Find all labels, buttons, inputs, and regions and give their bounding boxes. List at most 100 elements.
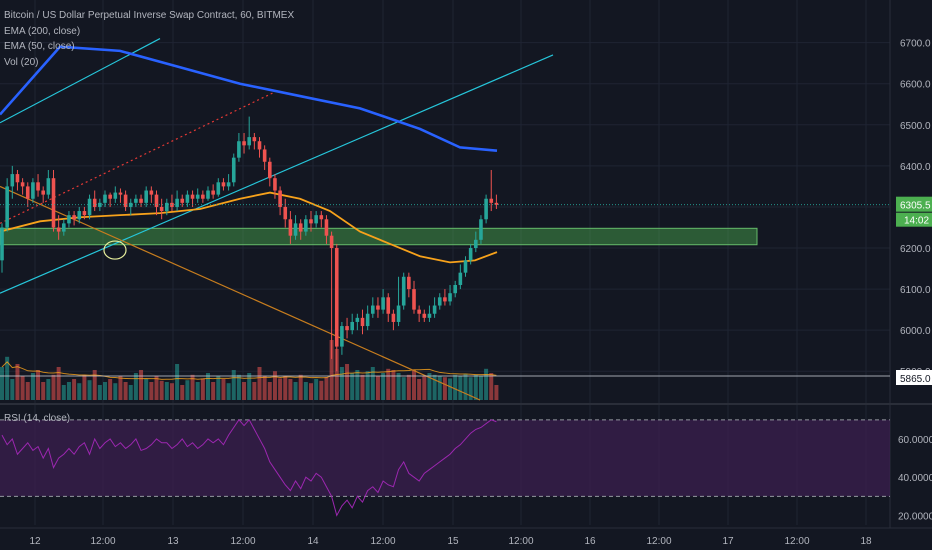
symbol-title[interactable]: Bitcoin / US Dollar Perpetual Inverse Sw… <box>4 10 295 21</box>
volume-bar <box>437 376 442 400</box>
volume-bar <box>30 373 35 400</box>
time-tick-label: 17 <box>722 536 734 547</box>
candle-body <box>386 297 391 314</box>
volume-bar <box>10 379 15 400</box>
rsi-path <box>1 418 497 517</box>
time-tick-label: 12:00 <box>646 536 671 547</box>
volume-bar <box>319 380 324 400</box>
volume-bar <box>123 382 128 400</box>
volume-bar <box>473 374 478 400</box>
candle-body <box>242 141 246 146</box>
candles <box>0 116 890 377</box>
candle-body <box>324 219 329 236</box>
volume-bar <box>97 385 102 400</box>
drawings[interactable] <box>0 38 554 401</box>
candle-body <box>118 192 123 195</box>
channel-upper-line[interactable] <box>0 38 161 124</box>
candle-body <box>87 198 92 216</box>
volume-bar <box>226 383 231 400</box>
candle-body <box>448 293 452 302</box>
volume-bar <box>432 374 437 400</box>
price-tick-label: 6600.0 <box>900 80 931 91</box>
volume-bar <box>303 382 308 400</box>
candle-body <box>396 305 401 322</box>
descending-trend-line[interactable] <box>0 185 481 401</box>
volume-bar <box>329 340 334 400</box>
candle-body <box>484 198 488 220</box>
volume-bar <box>314 379 319 400</box>
candle-body <box>20 182 25 187</box>
rsi-line <box>0 418 890 517</box>
volume-label[interactable]: Vol (20) <box>4 56 39 68</box>
candle-body <box>350 321 354 331</box>
volume-bar <box>51 374 56 400</box>
candle-body <box>247 137 251 146</box>
volume-bar <box>41 382 46 400</box>
volume-bar <box>0 367 4 400</box>
support-zone[interactable] <box>0 227 758 246</box>
candle-body <box>128 202 133 207</box>
volume-bar <box>195 382 200 400</box>
rsi-label[interactable]: RSI (14, close) <box>4 413 71 424</box>
volume-bar <box>118 376 123 400</box>
volume-bar <box>370 367 375 400</box>
volume-bar <box>113 383 118 400</box>
volume-bar <box>375 376 380 400</box>
volume-bar <box>190 374 195 400</box>
volume-bar <box>401 377 406 400</box>
channel-lower-line[interactable] <box>0 54 554 294</box>
volume-bar <box>5 356 10 400</box>
candle-body <box>401 276 406 306</box>
candle-body <box>144 190 148 203</box>
candle-body <box>113 192 118 199</box>
time-tick-label: 16 <box>584 536 596 547</box>
candle-body <box>134 198 138 203</box>
volume-bar <box>386 368 391 400</box>
time-tick-label: 15 <box>447 536 459 547</box>
volume-bar <box>272 371 277 400</box>
ema50-line <box>0 191 498 264</box>
candle-body <box>494 202 499 205</box>
ema50-label[interactable]: EMA (50, close) <box>4 41 75 52</box>
candle-body <box>432 305 437 314</box>
time-tick-label: 12:00 <box>230 536 255 547</box>
volume-bar <box>200 378 205 400</box>
volume-bar <box>427 373 432 400</box>
last-price-tag[interactable] <box>896 196 932 212</box>
candle-body <box>108 194 112 199</box>
time-tick-label: 12:00 <box>90 536 115 547</box>
volume-bar <box>180 385 185 400</box>
volume-bar <box>92 370 97 400</box>
volume-bar <box>278 378 283 400</box>
dotted-trend-line[interactable] <box>0 91 276 224</box>
candle-body <box>5 186 9 228</box>
support-zone-rect[interactable] <box>0 227 758 246</box>
highlight-ellipse[interactable] <box>103 240 127 260</box>
volume-bar <box>169 383 174 400</box>
candle-body <box>422 313 427 318</box>
candle-body <box>319 215 324 220</box>
candle-body <box>293 223 298 236</box>
rsi-tick-label: 60.0000 <box>898 435 932 446</box>
candle-body <box>77 211 82 220</box>
candle-body <box>15 174 20 183</box>
volume-bar <box>20 376 25 400</box>
candle-body <box>149 190 154 195</box>
volume-tag[interactable] <box>896 370 932 385</box>
volume-bar <box>87 380 92 400</box>
price-axis[interactable]: 6700.06600.06500.06400.06300.06200.06100… <box>896 39 932 523</box>
volume-bar <box>128 385 133 400</box>
volume-bar <box>458 376 463 400</box>
volume-bar <box>417 379 422 400</box>
countdown-tag[interactable] <box>896 212 932 227</box>
time-tick-label: 12:00 <box>784 536 809 547</box>
volume-bar <box>391 370 396 400</box>
time-axis[interactable]: 12 12:00 13 12:00 14 12:00 15 12:00 16 12:00 17 12:… <box>0 527 932 547</box>
volume-bar <box>448 378 453 400</box>
candle-body <box>190 194 195 199</box>
ema200-line <box>0 45 498 152</box>
candle-body <box>376 305 380 310</box>
candle-body <box>25 186 30 199</box>
ema200-label[interactable]: EMA (200, close) <box>4 25 81 37</box>
